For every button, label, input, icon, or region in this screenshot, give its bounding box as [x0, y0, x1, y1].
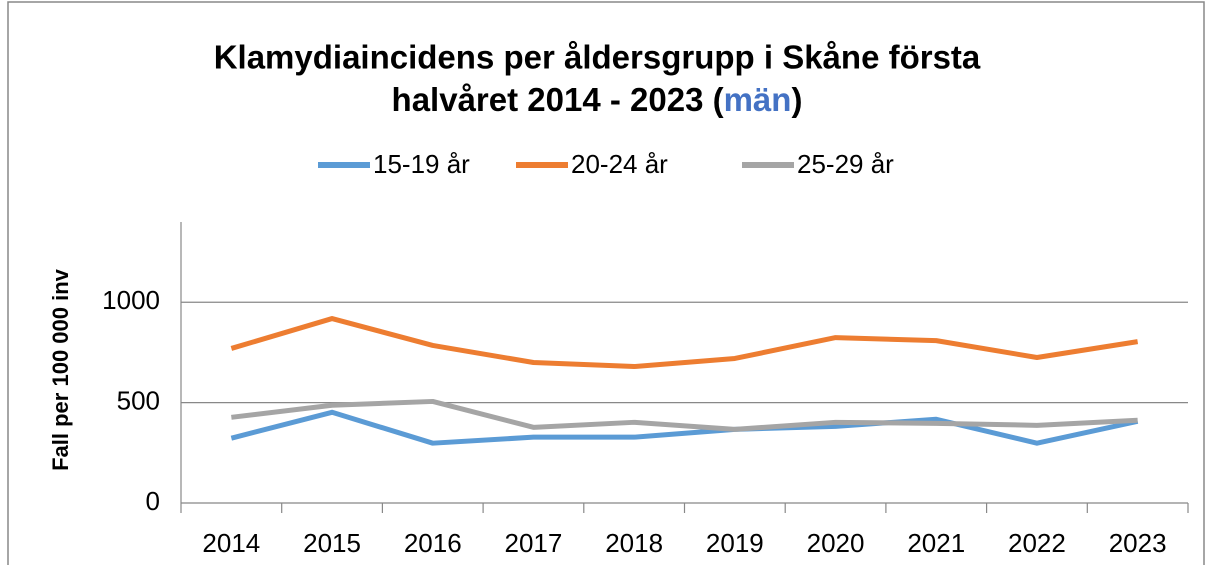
x-tick-label: 2021 [907, 528, 965, 558]
series-line [230, 316, 1139, 370]
title-part: halvåret 2014 - 2023 ( [392, 81, 724, 118]
chart-title: Klamydiaincidens per åldersgrupp i Skåne… [214, 39, 981, 76]
x-tick-label: 2019 [706, 528, 764, 558]
x-tick-label: 2016 [404, 528, 462, 558]
y-tick-label: 1000 [102, 285, 160, 315]
series-line [230, 409, 1139, 446]
y-tick-label: 500 [117, 386, 160, 416]
x-tick-label: 2017 [505, 528, 563, 558]
x-tick-label: 2023 [1109, 528, 1167, 558]
y-tick-label: 0 [146, 486, 160, 516]
x-tick-label: 2015 [303, 528, 361, 558]
x-tick-label: 2014 [202, 528, 260, 558]
title-highlight: män [724, 81, 792, 118]
x-tick-label: 2022 [1008, 528, 1066, 558]
legend-label: 15-19 år [373, 149, 470, 179]
x-tick-label: 2018 [605, 528, 663, 558]
series-line [231, 398, 1138, 432]
chart-frame [7, 1, 1205, 565]
chart-title: halvåret 2014 - 2023 (män) [392, 81, 803, 118]
title-part: ) [791, 81, 802, 118]
legend-label: 20-24 år [571, 149, 668, 179]
legend-label: 25-29 år [797, 149, 894, 179]
y-axis-label: Fall per 100 000 inv [48, 268, 73, 471]
x-tick-label: 2020 [807, 528, 865, 558]
